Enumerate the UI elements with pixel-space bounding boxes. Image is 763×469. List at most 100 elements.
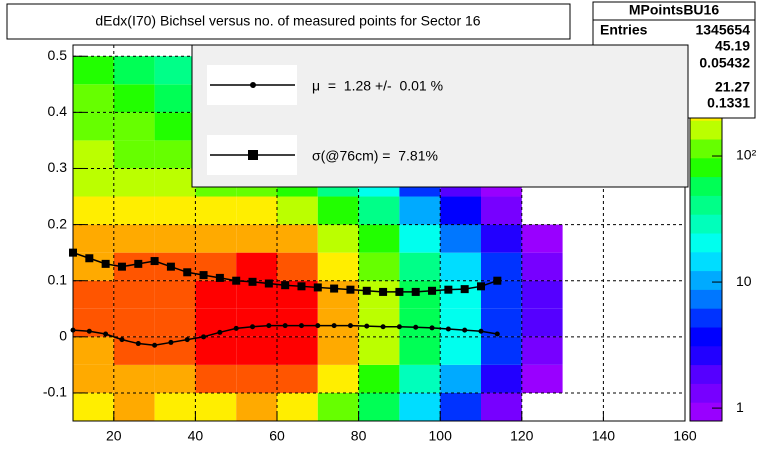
heatmap-cell — [73, 168, 114, 197]
heatmap-cell — [154, 196, 196, 225]
colorbar-band — [690, 251, 722, 272]
heatmap-cell — [440, 196, 481, 225]
profile-point — [477, 282, 485, 291]
profile-point — [362, 286, 371, 295]
heatmap-cell — [521, 364, 563, 393]
heatmap-cell — [195, 280, 237, 309]
colorbar-band — [690, 345, 722, 366]
heatmap-cell — [440, 252, 481, 281]
profile-point — [478, 328, 484, 334]
heatmap-cell — [73, 196, 114, 225]
heatmap-cell — [440, 308, 481, 337]
heatmap-cell — [481, 336, 522, 365]
heatmap-cell — [277, 336, 318, 365]
legend-marker — [248, 150, 258, 160]
heatmap-cell — [317, 392, 359, 421]
heatmap-cell — [399, 308, 441, 337]
profile-point — [396, 324, 402, 330]
heatmap-cell — [195, 336, 237, 365]
x-tick-label: 20 — [106, 428, 122, 444]
x-tick-label: 160 — [673, 428, 697, 444]
stats-value: 1345654 — [695, 22, 750, 38]
heatmap-cell — [195, 308, 237, 337]
heatmap-cell — [521, 252, 563, 281]
profile-point — [217, 329, 223, 335]
heatmap-cell — [73, 56, 114, 85]
heatmap-cell — [73, 140, 114, 169]
profile-point — [101, 259, 110, 268]
heatmap-cell — [399, 336, 441, 365]
legend-label: μ = 1.28 +/- 0.01 % — [312, 78, 443, 94]
stats-value: 0.05432 — [699, 55, 750, 71]
heatmap-cell — [317, 196, 359, 225]
colorbar-band — [690, 308, 722, 328]
heatmap-cell — [73, 280, 114, 309]
legend-marker — [250, 82, 256, 88]
overlay: 20 40 60 80 100 120 140 160 -0.1 0 0.1 0.2 0.3 0.4 0.5… — [6, 1, 757, 444]
heatmap-cell — [195, 392, 237, 421]
profile-point — [411, 287, 420, 296]
profile-point — [282, 323, 288, 329]
heatmap-cell — [113, 84, 155, 113]
profile-point — [364, 323, 370, 329]
heatmap-cell — [317, 280, 359, 309]
heatmap-cell — [440, 280, 481, 309]
heatmap-cell — [113, 224, 155, 253]
profile-point — [150, 257, 159, 266]
profile-point — [248, 277, 257, 286]
profile-point — [346, 285, 355, 294]
heatmap-cell — [317, 252, 359, 281]
heatmap-cell — [277, 196, 318, 225]
profile-point — [428, 286, 437, 295]
heatmap-cell — [358, 308, 400, 337]
heatmap-cell — [195, 364, 237, 393]
heatmap-cell — [236, 252, 277, 281]
heatmap-cell — [317, 308, 359, 337]
profile-point — [184, 337, 190, 343]
heatmap-cell — [236, 308, 277, 337]
heatmap-cell — [440, 224, 481, 253]
heatmap-cell — [317, 336, 359, 365]
heatmap-cell — [481, 196, 522, 225]
colorbar-band — [690, 364, 722, 384]
heatmap-cell — [481, 224, 522, 253]
profile-point — [395, 287, 404, 296]
colorbar-band — [690, 327, 722, 347]
heatmap-cell — [113, 196, 155, 225]
colorbar-label: 10 — [736, 273, 752, 289]
profile-point — [380, 324, 386, 330]
y-tick-label: 0.1 — [48, 271, 68, 287]
stats-label: Entries — [600, 22, 648, 38]
heatmap-cell — [195, 224, 237, 253]
y-tick-label: 0.5 — [48, 47, 68, 63]
heatmap-cell — [154, 168, 196, 197]
heatmap-cell — [154, 364, 196, 393]
profile-point — [460, 285, 469, 294]
colorbar-label: 1 — [736, 399, 744, 415]
colorbar-band — [690, 195, 722, 215]
x-tick-label: 80 — [351, 428, 367, 444]
heatmap-cell — [521, 336, 563, 365]
colorbar-band — [690, 139, 722, 159]
chart-title: dEdx(I70) Bichsel versus no. of measured… — [95, 13, 480, 29]
y-tick-label: -0.1 — [43, 384, 67, 400]
heatmap-cell — [154, 112, 196, 141]
heatmap-cell — [481, 364, 522, 393]
title-box — [6, 3, 571, 40]
profile-point — [85, 254, 94, 263]
heatmap-cell — [358, 196, 400, 225]
stats-value: 21.27 — [715, 79, 750, 95]
heatmap-cell — [521, 308, 563, 337]
profile-point — [201, 334, 207, 340]
heatmap-cell — [154, 308, 196, 337]
heatmap-cell — [317, 224, 359, 253]
heatmap-cell — [399, 196, 441, 225]
heatmap-cell — [154, 140, 196, 169]
heatmap-cell — [236, 196, 277, 225]
heatmap-cell — [73, 364, 114, 393]
heatmap-cell — [73, 336, 114, 365]
heatmap-cell — [399, 392, 441, 421]
profile-point — [281, 281, 290, 290]
heatmap-cell — [440, 336, 481, 365]
